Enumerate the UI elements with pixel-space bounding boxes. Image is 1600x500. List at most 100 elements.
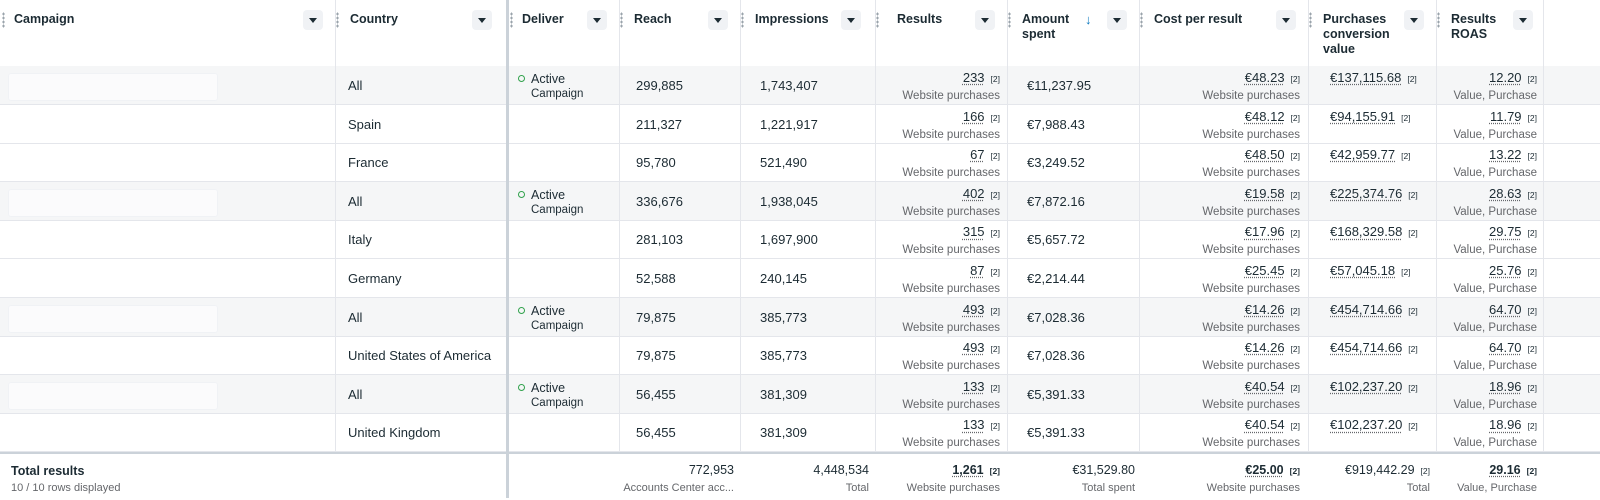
results-cell[interactable]: 133 [2]	[962, 417, 1000, 433]
column-grip-icon[interactable]	[620, 12, 623, 28]
purchases-conversion-value-cell[interactable]: €102,237.20 [2]	[1330, 417, 1418, 433]
results-roas-cell[interactable]: 11.79 [2]	[1489, 108, 1537, 124]
results-type: Website purchases	[902, 437, 1000, 450]
campaign-column-menu-button[interactable]	[303, 10, 323, 30]
total-impressions-label: Total	[845, 482, 869, 494]
table-row[interactable]: United States of America 79,875 385,773 493…	[0, 336, 1600, 376]
results-cell[interactable]: 133 [2]	[962, 378, 1000, 394]
total-cost-per-result[interactable]: €25.00 [2]	[1245, 463, 1300, 477]
purchases-conversion-value-cell[interactable]: €94,155.91 [2]	[1330, 108, 1411, 124]
results-type: Website purchases	[902, 90, 1000, 102]
impressions-column-menu-button[interactable]	[841, 10, 861, 30]
purchases-conversion-value-cell[interactable]: €57,045.18 [2]	[1330, 263, 1411, 278]
table-row[interactable]: France 95,780 521,490 67 [2] Website purchase…	[0, 143, 1600, 183]
cost-per-result-cell[interactable]: €19.58 [2]	[1244, 185, 1300, 201]
reach-cell: 79,875	[636, 348, 676, 364]
column-header-impressions[interactable]: Impressions	[755, 12, 829, 26]
total-roas[interactable]: 29.16 [2]	[1489, 463, 1537, 477]
country-column-menu-button[interactable]	[472, 10, 492, 30]
frozen-column-divider	[506, 0, 509, 498]
column-grip-icon[interactable]	[876, 12, 879, 28]
column-grip-icon[interactable]	[1008, 12, 1011, 28]
results-roas-cell[interactable]: 64.70 [2]	[1489, 340, 1537, 356]
table-row[interactable]: All Active Campaign 336,676 1,938,045 402 [2] W…	[0, 181, 1600, 221]
delivery-column-menu-button[interactable]	[587, 10, 607, 30]
column-header-country[interactable]: Country	[350, 12, 398, 26]
results-roas-cell[interactable]: 25.76 [2]	[1489, 263, 1537, 278]
column-grip-icon[interactable]	[1140, 12, 1143, 28]
purchases-conversion-value-cell[interactable]: €137,115.68 [2]	[1330, 70, 1417, 85]
results-cell[interactable]: 67 [2]	[970, 147, 1000, 163]
purchases-conversion-value-cell[interactable]: €454,714.66 [2]	[1330, 301, 1418, 317]
column-grip-icon[interactable]	[1309, 12, 1312, 28]
results-cell[interactable]: 315 [2]	[962, 224, 1000, 240]
purchases-conversion-value-cell[interactable]: €225,374.76 [2]	[1330, 185, 1418, 201]
purchases-conversion-value-cell[interactable]: €168,329.58 [2]	[1330, 224, 1418, 240]
table-row[interactable]: All Active Campaign 79,875 385,773 493 [2] Webs…	[0, 297, 1600, 337]
column-grip-icon[interactable]	[510, 12, 513, 28]
impressions-cell: 1,221,917	[760, 116, 818, 132]
column-grip-icon[interactable]	[336, 12, 339, 28]
country-cell: Italy	[348, 232, 372, 248]
campaign-name-redacted[interactable]	[8, 381, 218, 410]
column-header-amount-spent[interactable]: Amount spent	[1022, 12, 1070, 41]
column-header-purchases-conversion-value[interactable]: Purchases conversion value	[1323, 12, 1390, 56]
campaign-name-redacted[interactable]	[8, 304, 218, 333]
total-purchases-conversion-value[interactable]: €919,442.29 [2]	[1345, 463, 1430, 477]
results-cell[interactable]: 493 [2]	[962, 340, 1000, 356]
results-column-menu-button[interactable]	[975, 10, 995, 30]
column-grip-icon[interactable]	[2, 12, 5, 28]
results-cell[interactable]: 493 [2]	[962, 301, 1000, 317]
results-cell[interactable]: 402 [2]	[962, 185, 1000, 201]
column-grip-icon[interactable]	[1437, 12, 1440, 28]
column-header-delivery[interactable]: Deliver	[522, 12, 564, 26]
results-cell[interactable]: 166 [2]	[962, 108, 1000, 124]
total-results[interactable]: 1,261 [2]	[952, 463, 1000, 477]
results-roas-cell[interactable]: 18.96 [2]	[1489, 417, 1537, 433]
cost-per-result-cell[interactable]: €40.54 [2]	[1244, 378, 1300, 394]
cost-per-result-type: Website purchases	[1202, 167, 1300, 180]
column-header-reach[interactable]: Reach	[634, 12, 672, 26]
results-cell[interactable]: 233 [2]	[962, 70, 1000, 85]
campaign-name-redacted[interactable]	[8, 188, 218, 217]
column-header-campaign[interactable]: Campaign	[14, 12, 75, 26]
column-header-results[interactable]: Results	[897, 12, 943, 26]
reach-column-menu-button[interactable]	[708, 10, 728, 30]
table-row[interactable]: Spain 211,327 1,221,917 166 [2] Website purch…	[0, 105, 1600, 144]
results-roas-type: Value, Purchase	[1453, 360, 1537, 373]
results-roas-cell[interactable]: 18.96 [2]	[1489, 378, 1537, 394]
table-row[interactable]: Italy 281,103 1,697,900 315 [2] Website purch…	[0, 220, 1600, 260]
results-roas-cell[interactable]: 13.22 [2]	[1489, 147, 1537, 163]
results-roas-cell[interactable]: 12.20 [2]	[1489, 70, 1537, 85]
sort-descending-icon[interactable]: ↓	[1085, 12, 1092, 27]
cost-per-result-cell[interactable]: €17.96 [2]	[1244, 224, 1300, 240]
results-roas-type: Value, Purchase	[1453, 283, 1537, 295]
purchases-conversion-value-cell[interactable]: €42,959.77 [2]	[1330, 147, 1411, 163]
amount-spent-column-menu-button[interactable]	[1107, 10, 1127, 30]
column-grip-icon[interactable]	[741, 12, 744, 28]
cost-per-result-cell[interactable]: €25.45 [2]	[1244, 263, 1300, 278]
purchases-conversion-value-cell[interactable]: €454,714.66 [2]	[1330, 340, 1418, 356]
results-roas-cell[interactable]: 64.70 [2]	[1489, 301, 1537, 317]
table-row[interactable]: All Active Campaign 299,885 1,743,407 233 [2] W…	[0, 66, 1600, 105]
campaign-name-redacted[interactable]	[8, 73, 218, 101]
table-row[interactable]: United Kingdom 56,455 381,309 133 [2] Website…	[0, 413, 1600, 453]
results-roas-cell[interactable]: 29.75 [2]	[1489, 224, 1537, 240]
purchases-conversion-value-column-menu-button[interactable]	[1404, 10, 1424, 30]
table-row[interactable]: All Active Campaign 56,455 381,309 133 [2] Webs…	[0, 374, 1600, 414]
results-type: Website purchases	[902, 205, 1000, 218]
cost-per-result-cell[interactable]: €48.12 [2]	[1244, 108, 1300, 124]
cost-per-result-column-menu-button[interactable]	[1276, 10, 1296, 30]
results-roas-column-menu-button[interactable]	[1513, 10, 1533, 30]
table-row[interactable]: Germany 52,588 240,145 87 [2] Website purchas…	[0, 259, 1600, 298]
cost-per-result-cell[interactable]: €48.23 [2]	[1244, 70, 1300, 85]
purchases-conversion-value-cell[interactable]: €102,237.20 [2]	[1330, 378, 1418, 394]
cost-per-result-cell[interactable]: €40.54 [2]	[1244, 417, 1300, 433]
results-roas-cell[interactable]: 28.63 [2]	[1489, 185, 1537, 201]
column-header-results-roas[interactable]: Results ROAS	[1451, 12, 1497, 41]
column-header-cost-per-result[interactable]: Cost per result	[1154, 12, 1243, 26]
cost-per-result-cell[interactable]: €14.26 [2]	[1244, 340, 1300, 356]
results-cell[interactable]: 87 [2]	[970, 263, 1000, 278]
cost-per-result-cell[interactable]: €48.50 [2]	[1244, 147, 1300, 163]
cost-per-result-cell[interactable]: €14.26 [2]	[1244, 301, 1300, 317]
